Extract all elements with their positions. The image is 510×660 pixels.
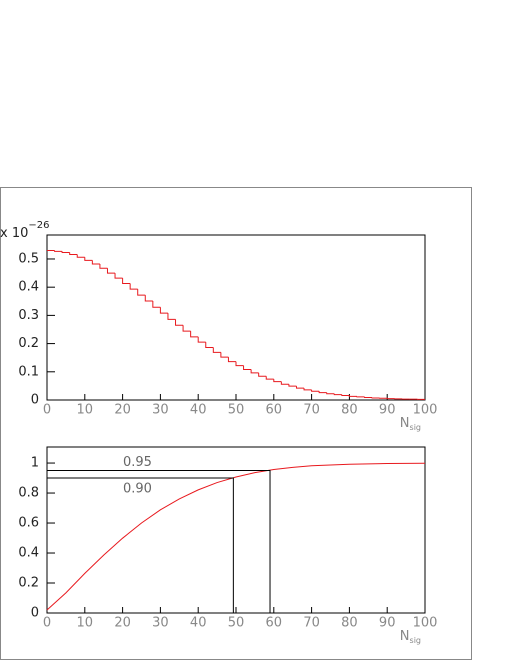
histogram-bin (129, 283, 138, 290)
y-tick-label: 0 (31, 393, 39, 408)
histogram-bin (182, 325, 191, 332)
y-tick-label: 0.4 (18, 280, 39, 295)
histogram-bin (341, 394, 350, 396)
histogram-bin (364, 396, 373, 398)
histogram-bin (190, 331, 199, 338)
histogram-bin (235, 361, 244, 367)
histogram-bin (152, 301, 161, 308)
x-tick-label: 10 (77, 616, 94, 631)
histogram-bin (61, 251, 70, 253)
histogram-bin (288, 384, 297, 387)
histogram-bin (114, 273, 123, 279)
histogram-bin (99, 264, 108, 269)
histogram-bin (243, 365, 252, 371)
histogram-bin (227, 357, 236, 363)
x-tick-label: 20 (114, 616, 131, 631)
histogram-bin (303, 388, 312, 391)
histogram-bin (326, 392, 335, 395)
plot-frame (46, 234, 426, 401)
y-tick-label: 0.4 (18, 546, 39, 561)
y-tick-label: 0.1 (18, 364, 39, 379)
x-tick-label: 50 (228, 616, 245, 631)
y-tick-label: 0.5 (18, 251, 39, 266)
histogram-bin (273, 379, 282, 383)
y-scale-exponent: −26 (28, 220, 49, 231)
histogram-bin (348, 395, 357, 397)
x-tick-label: 80 (341, 616, 358, 631)
histogram-bin (205, 342, 214, 349)
x-tick-label: 60 (266, 403, 283, 418)
x-tick-label: 60 (266, 616, 283, 631)
x-tick-label: 40 (190, 616, 207, 631)
histogram-bin (220, 352, 229, 358)
x-axis-label: Nsig (400, 629, 421, 645)
x-label-main: N (400, 629, 410, 644)
y-tick-label: 0.3 (18, 308, 39, 323)
histogram-bin (144, 295, 153, 302)
threshold-label: 0.90 (123, 482, 152, 497)
cumulative-line (46, 462, 426, 611)
histogram-bin (167, 313, 176, 320)
x-label-sub: sig (410, 636, 421, 645)
histogram-bin (197, 336, 206, 343)
x-tick-label: 30 (152, 616, 169, 631)
x-tick-label: 0 (43, 403, 51, 418)
x-tick-label: 90 (379, 616, 396, 631)
y-tick-label: 0 (31, 606, 39, 621)
histogram-bin (295, 386, 305, 389)
histogram-bin (333, 393, 342, 396)
histogram-bin (137, 289, 146, 296)
histogram-bin (212, 347, 221, 353)
x-label-main: N (400, 416, 410, 431)
x-tick-label: 40 (190, 403, 207, 418)
y-tick-label: 0.8 (18, 486, 39, 501)
histogram-bin (91, 260, 100, 265)
histogram-bin (84, 257, 93, 261)
histogram-bin (356, 396, 365, 398)
threshold-line (47, 470, 271, 613)
y-tick-label: 0.2 (18, 336, 39, 351)
histogram-bin (175, 319, 184, 326)
x-tick-label: 70 (303, 403, 320, 418)
x-tick-label: 100 (413, 616, 438, 631)
histogram-bin (258, 372, 267, 377)
x-axis-label: Nsig (400, 416, 421, 432)
histogram-bin (311, 389, 320, 392)
x-tick-label: 90 (379, 403, 396, 418)
histogram-bin (106, 268, 116, 274)
x-tick-label: 80 (341, 403, 358, 418)
histogram-bin (318, 391, 327, 394)
x-tick-label: 20 (114, 403, 131, 418)
histogram-bin (159, 307, 168, 314)
histogram-bin (122, 278, 131, 285)
histogram-bin (371, 397, 380, 399)
histogram-bin (265, 376, 274, 380)
plot-frame (46, 446, 426, 614)
threshold-line (47, 477, 234, 613)
histogram-bin (69, 252, 78, 255)
x-tick-label: 70 (303, 616, 320, 631)
histogram-bin (250, 369, 259, 374)
threshold-label: 0.95 (123, 455, 152, 470)
histogram-bin (54, 250, 63, 252)
y-scale-base: x 10 (0, 226, 28, 241)
y-tick-label: 1 (31, 456, 39, 471)
x-label-sub: sig (410, 423, 421, 432)
y-tick-label: 0.2 (18, 576, 39, 591)
x-tick-label: 30 (152, 403, 169, 418)
x-tick-label: 50 (228, 403, 245, 418)
x-tick-label: 0 (43, 616, 51, 631)
x-tick-label: 100 (413, 403, 438, 418)
histogram-bin (280, 381, 289, 385)
x-tick-label: 10 (77, 403, 94, 418)
histogram-bin (76, 254, 85, 258)
y-scale-label: x 10−26 (0, 220, 49, 241)
y-tick-label: 0.6 (18, 516, 39, 531)
